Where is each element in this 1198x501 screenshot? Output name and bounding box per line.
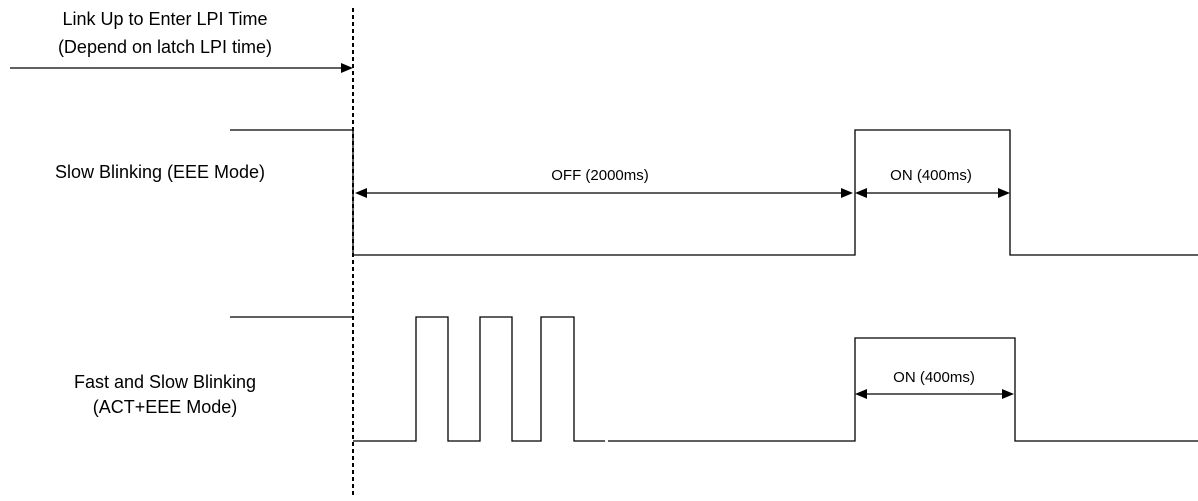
header-title-line1: Link Up to Enter LPI Time xyxy=(62,9,267,29)
fast-slow-blinking-label-line2: (ACT+EEE Mode) xyxy=(93,397,238,417)
fast-on-duration-label: ON (400ms) xyxy=(893,369,975,386)
fast-slow-blinking-label-line1: Fast and Slow Blinking xyxy=(74,372,256,392)
header-title-line2: (Depend on latch LPI time) xyxy=(58,37,272,57)
slow-blinking-label: Slow Blinking (EEE Mode) xyxy=(55,162,265,182)
fast-row-slow-blink-waveform xyxy=(608,337,1198,442)
fast-blink-pulse-train xyxy=(353,316,605,442)
slow-on-duration-label: ON (400ms) xyxy=(890,167,972,184)
off-duration-label: OFF (2000ms) xyxy=(551,167,649,184)
